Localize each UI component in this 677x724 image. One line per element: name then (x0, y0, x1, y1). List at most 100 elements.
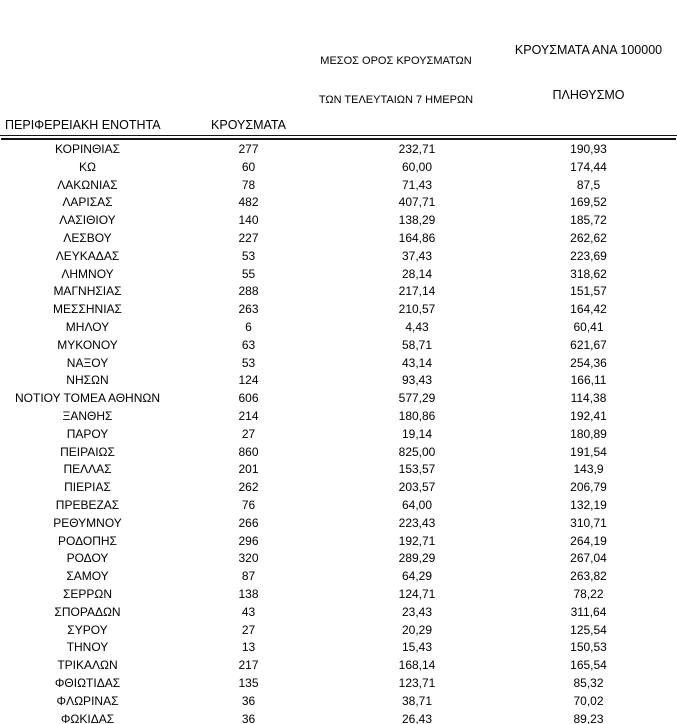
per-100000-value: 267,04 (570, 551, 607, 566)
per-100000-value: 87,5 (576, 177, 601, 192)
regional-unit-name: ΦΘΙΩΤΙΔΑΣ (54, 675, 121, 690)
cases-value: 140 (238, 213, 259, 228)
avg-7day-value: 60,00 (401, 159, 433, 174)
table-row: ΜΕΣΣΗΝΙΑΣ 263 210,57 164,42 (0, 301, 677, 319)
cases-value: 53 (241, 248, 256, 263)
regional-unit-name: ΣΥΡΟΥ (67, 622, 108, 637)
avg-7day-value: 825,00 (398, 444, 436, 459)
cases-value: 201 (238, 462, 259, 477)
per-100000-value: 190,93 (570, 142, 607, 156)
avg-7day-value: 232,71 (398, 142, 436, 156)
column-header-per-100000: ΚΡΟΥΣΜΑΤΑ ΑΝΑ 100000 ΠΛΗΘΥΣΜΟ (512, 13, 665, 133)
table-row: ΣΕΡΡΩΝ 138 124,71 78,22 (0, 586, 677, 604)
table-row: ΦΩΚΙΔΑΣ 36 26,43 89,23 (0, 711, 677, 724)
per-100000-value: 60,41 (573, 319, 604, 334)
table-header-row: ΠΕΡΙΦΕΡΕΙΑΚΗ ΕΝΟΤΗΤΑ ΚΡΟΥΣΜΑΤΑ ΜΕΣΟΣ ΟΡΟ… (0, 0, 677, 136)
avg-7day-value: 210,57 (398, 302, 436, 317)
regional-unit-name: ΝΟΤΙΟΥ ΤΟΜΕΑ ΑΘΗΝΩΝ (14, 391, 161, 406)
regional-unit-name: ΦΩΚΙΔΑΣ (60, 711, 115, 724)
per-100000-value: 166,11 (570, 373, 607, 388)
cases-value: 227 (238, 230, 259, 245)
avg-7day-value: 203,57 (398, 480, 436, 495)
avg-7day-value: 180,86 (398, 408, 436, 423)
per-100000-value: 191,54 (570, 444, 607, 459)
table-row: ΞΑΝΘΗΣ 214 180,86 192,41 (0, 408, 677, 426)
regional-unit-name: ΜΑΓΝΗΣΙΑΣ (53, 284, 122, 299)
regional-unit-name: ΣΠΟΡΑΔΩΝ (54, 604, 121, 619)
regional-unit-name: ΦΛΩΡΙΝΑΣ (56, 693, 119, 708)
regional-unit-name: ΡΟΔΟΠΗΣ (58, 533, 117, 548)
column-header-per-100000-line1: ΚΡΟΥΣΜΑΤΑ ΑΝΑ 100000 (514, 43, 663, 57)
per-100000-value: 151,57 (570, 284, 607, 299)
per-100000-value: 185,72 (570, 213, 607, 228)
per-100000-value: 263,82 (570, 569, 607, 584)
column-header-7day-average: ΜΕΣΟΣ ΟΡΟΣ ΚΡΟΥΣΜΑΤΩΝ ΤΩΝ ΤΕΛΕΥΤΑΙΩΝ 7 Η… (301, 29, 491, 133)
avg-7day-value: 217,14 (398, 284, 436, 299)
table-row: ΤΗΝΟΥ 13 15,43 150,53 (0, 639, 677, 657)
avg-7day-value: 64,29 (401, 569, 433, 584)
cases-value: 76 (241, 497, 256, 512)
cases-value: 320 (238, 551, 259, 566)
avg-7day-value: 20,29 (401, 622, 433, 637)
table-row: ΡΟΔΟΥ 320 289,29 267,04 (0, 550, 677, 568)
column-header-7day-average-line2: ΤΩΝ ΤΕΛΕΥΤΑΙΩΝ 7 ΗΜΕΡΩΝ (318, 94, 474, 106)
per-100000-value: 85,32 (573, 675, 604, 690)
regional-unit-name: ΜΕΣΣΗΝΙΑΣ (53, 302, 122, 317)
avg-7day-value: 37,43 (401, 248, 433, 263)
table-row: ΝΗΣΩΝ 124 93,43 166,11 (0, 372, 677, 390)
regional-unit-name: ΚΩ (79, 159, 96, 174)
avg-7day-value: 138,29 (398, 213, 436, 228)
per-100000-value: 132,19 (570, 497, 607, 512)
regional-unit-name: ΣΕΡΡΩΝ (62, 586, 113, 601)
cases-value: 27 (241, 426, 256, 441)
per-100000-value: 150,53 (570, 640, 607, 655)
avg-7day-value: 23,43 (401, 604, 433, 619)
cases-value: 78 (241, 177, 256, 192)
table-row: ΝΑΞΟΥ 53 43,14 254,36 (0, 355, 677, 373)
cases-value: 43 (241, 604, 256, 619)
per-100000-value: 143,9 (573, 462, 604, 477)
cases-value: 482 (238, 195, 259, 210)
table-row: ΤΡΙΚΑΛΩΝ 217 168,14 165,54 (0, 657, 677, 675)
regional-unit-name: ΠΙΕΡΙΑΣ (64, 480, 111, 495)
avg-7day-value: 289,29 (398, 551, 436, 566)
regional-unit-name: ΤΗΝΟΥ (66, 640, 109, 655)
table-row: ΛΕΥΚΑΔΑΣ 53 37,43 223,69 (0, 248, 677, 266)
per-100000-value: 165,54 (570, 658, 607, 673)
cases-value: 60 (241, 159, 256, 174)
regional-unit-name: ΛΗΜΝΟΥ (61, 266, 114, 281)
avg-7day-value: 168,14 (398, 658, 436, 673)
per-100000-value: 164,42 (570, 302, 607, 317)
per-100000-value: 70,02 (573, 693, 604, 708)
table-row: ΡΕΘΥΜΝΟΥ 266 223,43 310,71 (0, 515, 677, 533)
column-header-cases: ΚΡΟΥΣΜΑΤΑ (211, 118, 286, 132)
table-row: ΣΥΡΟΥ 27 20,29 125,54 (0, 622, 677, 640)
table-row: ΠΕΛΛΑΣ 201 153,57 143,9 (0, 461, 677, 479)
regional-unit-name: ΚΟΡΙΝΘΙΑΣ (54, 142, 121, 156)
avg-7day-value: 19,14 (401, 426, 433, 441)
per-100000-value: 206,79 (570, 480, 607, 495)
cases-value: 13 (241, 640, 256, 655)
regional-unit-name: ΛΑΚΩΝΙΑΣ (57, 177, 118, 192)
table-row: ΦΘΙΩΤΙΔΑΣ 135 123,71 85,32 (0, 675, 677, 693)
regional-unit-name: ΤΡΙΚΑΛΩΝ (57, 658, 118, 673)
cases-value: 217 (238, 658, 259, 673)
regional-unit-name: ΣΑΜΟΥ (66, 569, 109, 584)
table-row: ΦΛΩΡΙΝΑΣ 36 38,71 70,02 (0, 693, 677, 711)
avg-7day-value: 577,29 (398, 391, 436, 406)
avg-7day-value: 28,14 (401, 266, 433, 281)
per-100000-value: 114,38 (570, 391, 607, 406)
avg-7day-value: 123,71 (398, 675, 436, 690)
table-row: ΜΗΛΟΥ 6 4,43 60,41 (0, 319, 677, 337)
table-row: ΜΑΓΝΗΣΙΑΣ 288 217,14 151,57 (0, 283, 677, 301)
cases-value: 266 (238, 515, 259, 530)
per-100000-value: 262,62 (570, 230, 607, 245)
cases-value: 288 (238, 284, 259, 299)
column-header-7day-average-line1: ΜΕΣΟΣ ΟΡΟΣ ΚΡΟΥΣΜΑΤΩΝ (320, 55, 472, 67)
column-header-regional-unit: ΠΕΡΙΦΕΡΕΙΑΚΗ ΕΝΟΤΗΤΑ (5, 118, 161, 132)
per-100000-value: 318,62 (570, 266, 607, 281)
table-row: ΛΑΡΙΣΑΣ 482 407,71 169,52 (0, 194, 677, 212)
table-row: ΡΟΔΟΠΗΣ 296 192,71 264,19 (0, 533, 677, 551)
cases-value: 606 (238, 391, 259, 406)
